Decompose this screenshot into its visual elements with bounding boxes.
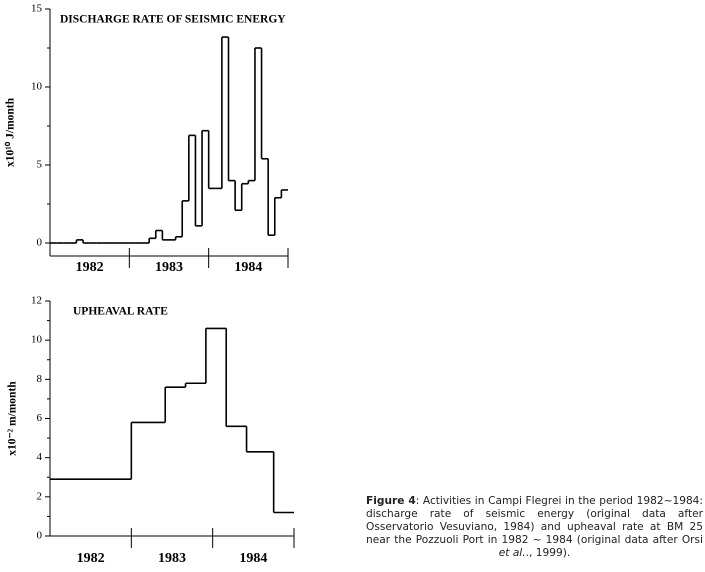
chart-title: DISCHARGE RATE OF SEISMIC ENERGY (60, 14, 286, 26)
y-tick-label: 10 (31, 334, 43, 346)
x-category-label: 1982 (77, 551, 105, 566)
step-risers (130, 328, 275, 513)
x-category-label: 1982 (76, 260, 104, 275)
y-tick-label: 2 (37, 490, 43, 502)
step-risers (75, 37, 283, 243)
y-axis-label: x10⁻² m/month (7, 381, 19, 456)
caption-text: : Activities in Campi Flegrei in the per… (366, 495, 703, 546)
y-tick-label: 6 (37, 412, 43, 424)
x-category-label: 1983 (158, 551, 186, 566)
caption-italic: et al. (498, 547, 526, 559)
y-tick-label: 0 (37, 530, 43, 542)
y-tick-label: 10 (31, 81, 43, 93)
caption-end: ., 1999). (525, 547, 571, 559)
chart-title: UPHEAVAL RATE (73, 306, 168, 318)
x-category-label: 1983 (155, 260, 183, 275)
x-category-label: 1984 (239, 551, 267, 566)
caption: Figure 4: Activities in Campi Flegrei in… (366, 495, 703, 560)
y-axis-label: x10¹⁰ J/month (4, 97, 17, 167)
y-tick-label: 5 (37, 159, 43, 171)
y-tick-label: 15 (31, 3, 43, 15)
y-tick-label: 8 (37, 373, 43, 385)
x-category-label: 1984 (234, 260, 262, 275)
caption-label: Figure 4 (366, 495, 416, 507)
y-tick-label: 12 (31, 295, 42, 307)
y-tick-label: 0 (37, 237, 43, 249)
y-tick-label: 4 (37, 451, 43, 463)
